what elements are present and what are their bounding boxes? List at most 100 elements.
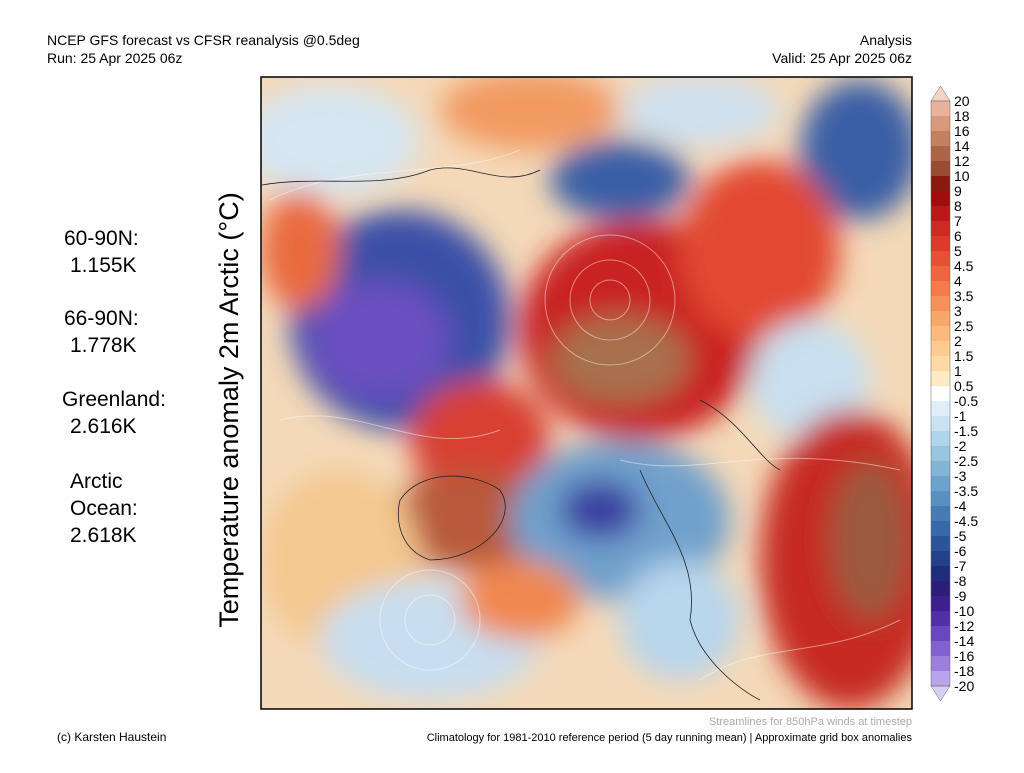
colorbar-swatch <box>931 191 950 206</box>
colorbar-swatch <box>931 551 950 566</box>
stat-region: Greenland: <box>62 388 166 411</box>
colorbar-swatch <box>931 371 950 386</box>
colorbar-swatch <box>931 506 950 521</box>
stat-value: 1.778K <box>70 334 137 357</box>
stat-value: 2.616K <box>70 415 137 438</box>
colorbar-swatch <box>931 566 950 581</box>
stat-value: 2.618K <box>70 524 137 547</box>
climatology-note: Climatology for 1981-2010 reference peri… <box>427 732 913 744</box>
colorbar-frame <box>930 100 951 687</box>
colorbar-label: -8 <box>954 573 967 589</box>
colorbar-swatch <box>931 296 950 311</box>
colorbar-swatch <box>931 176 950 191</box>
colorbar-label: -2 <box>954 438 967 454</box>
colorbar-swatch <box>931 146 950 161</box>
axis-label: Temperature anomaly 2m Arctic (°C) <box>214 192 244 627</box>
colorbar-swatch <box>931 446 950 461</box>
streamlines-note: Streamlines for 850hPa winds at timestep <box>709 716 912 728</box>
colorbar-label: 3 <box>954 303 962 319</box>
colorbar-label: 6 <box>954 228 962 244</box>
colorbar-swatch <box>931 326 950 341</box>
colorbar-label: -4.5 <box>954 513 978 529</box>
map-frame <box>260 76 913 710</box>
colorbar-label: 20 <box>954 93 970 109</box>
stats: 60-90N: 1.155K 66-90N: 1.778K Greenland: 2.61… <box>62 227 166 547</box>
colorbar-label: 16 <box>954 123 970 139</box>
colorbar-label: -0.5 <box>954 393 978 409</box>
colorbar-swatch <box>931 611 950 626</box>
colorbar-label: -10 <box>954 603 974 619</box>
map <box>261 77 912 709</box>
colorbar-swatch <box>931 221 950 236</box>
colorbar-swatch <box>931 536 950 551</box>
colorbar-swatch <box>931 281 950 296</box>
colorbar-swatch <box>931 581 950 596</box>
colorbar-swatch <box>931 116 950 131</box>
colorbar-label: -1.5 <box>954 423 978 439</box>
colorbar-swatch <box>931 476 950 491</box>
colorbar: 201816141210987654.543.532.521.510.5-0.5… <box>930 85 978 702</box>
colorbar-end <box>930 685 951 702</box>
colorbar-swatch <box>931 266 950 281</box>
colorbar-label: 12 <box>954 153 970 169</box>
colorbar-label: -1 <box>954 408 967 424</box>
colorbar-label: 0.5 <box>954 378 974 394</box>
colorbar-swatch <box>931 311 950 326</box>
colorbar-label: 1.5 <box>954 348 974 364</box>
stat-region: 66-90N: <box>64 307 139 330</box>
stat-region: Arctic Ocean: <box>70 470 138 520</box>
colorbar-label: -20 <box>954 678 974 694</box>
colorbar-label: -16 <box>954 648 974 664</box>
colorbar-label: 2.5 <box>954 318 974 334</box>
colorbar-label: 18 <box>954 108 970 124</box>
colorbar-label: -3 <box>954 468 967 484</box>
credit: (c) Karsten Haustein <box>57 730 166 744</box>
colorbar-label: -2.5 <box>954 453 978 469</box>
colorbar-swatch <box>931 206 950 221</box>
colorbar-swatch <box>931 656 950 671</box>
colorbar-swatch <box>931 596 950 611</box>
colorbar-swatch <box>931 416 950 431</box>
colorbar-label: -6 <box>954 543 967 559</box>
colorbar-label: 4 <box>954 273 962 289</box>
colorbar-label: 9 <box>954 183 962 199</box>
colorbar-swatch <box>931 131 950 146</box>
valid: Valid: 25 Apr 2025 06z <box>772 50 912 66</box>
colorbar-swatch <box>931 431 950 446</box>
colorbar-swatch <box>931 521 950 536</box>
colorbar-label: 5 <box>954 243 962 259</box>
colorbar-label: 14 <box>954 138 970 154</box>
title: NCEP GFS forecast vs CFSR reanalysis @0.… <box>47 32 360 48</box>
colorbar-label: 8 <box>954 198 962 214</box>
colorbar-end <box>930 85 951 102</box>
colorbar-swatch <box>931 356 950 371</box>
colorbar-swatch <box>931 341 950 356</box>
colorbar-swatch <box>931 461 950 476</box>
colorbar-label: -4 <box>954 498 967 514</box>
colorbar-label: -3.5 <box>954 483 978 499</box>
colorbar-label: 4.5 <box>954 258 974 274</box>
colorbar-label: 2 <box>954 333 962 349</box>
colorbar-label: -9 <box>954 588 967 604</box>
colorbar-label: -18 <box>954 663 974 679</box>
colorbar-swatch <box>931 251 950 266</box>
colorbar-swatch <box>931 491 950 506</box>
run: Run: 25 Apr 2025 06z <box>47 50 182 66</box>
colorbar-label: 7 <box>954 213 962 229</box>
colorbar-label: -5 <box>954 528 967 544</box>
colorbar-label: 1 <box>954 363 962 379</box>
colorbar-swatch <box>931 671 950 686</box>
colorbar-swatch <box>931 161 950 176</box>
stat-region: 60-90N: <box>64 227 139 250</box>
stat-value: 1.155K <box>70 254 137 277</box>
colorbar-label: 3.5 <box>954 288 974 304</box>
colorbar-label: 10 <box>954 168 970 184</box>
colorbar-swatch <box>931 641 950 656</box>
colorbar-swatch <box>931 401 950 416</box>
colorbar-swatch <box>931 236 950 251</box>
colorbar-label: -7 <box>954 558 967 574</box>
colorbar-swatch <box>931 101 950 116</box>
colorbar-label: -14 <box>954 633 974 649</box>
colorbar-swatch <box>931 386 950 401</box>
